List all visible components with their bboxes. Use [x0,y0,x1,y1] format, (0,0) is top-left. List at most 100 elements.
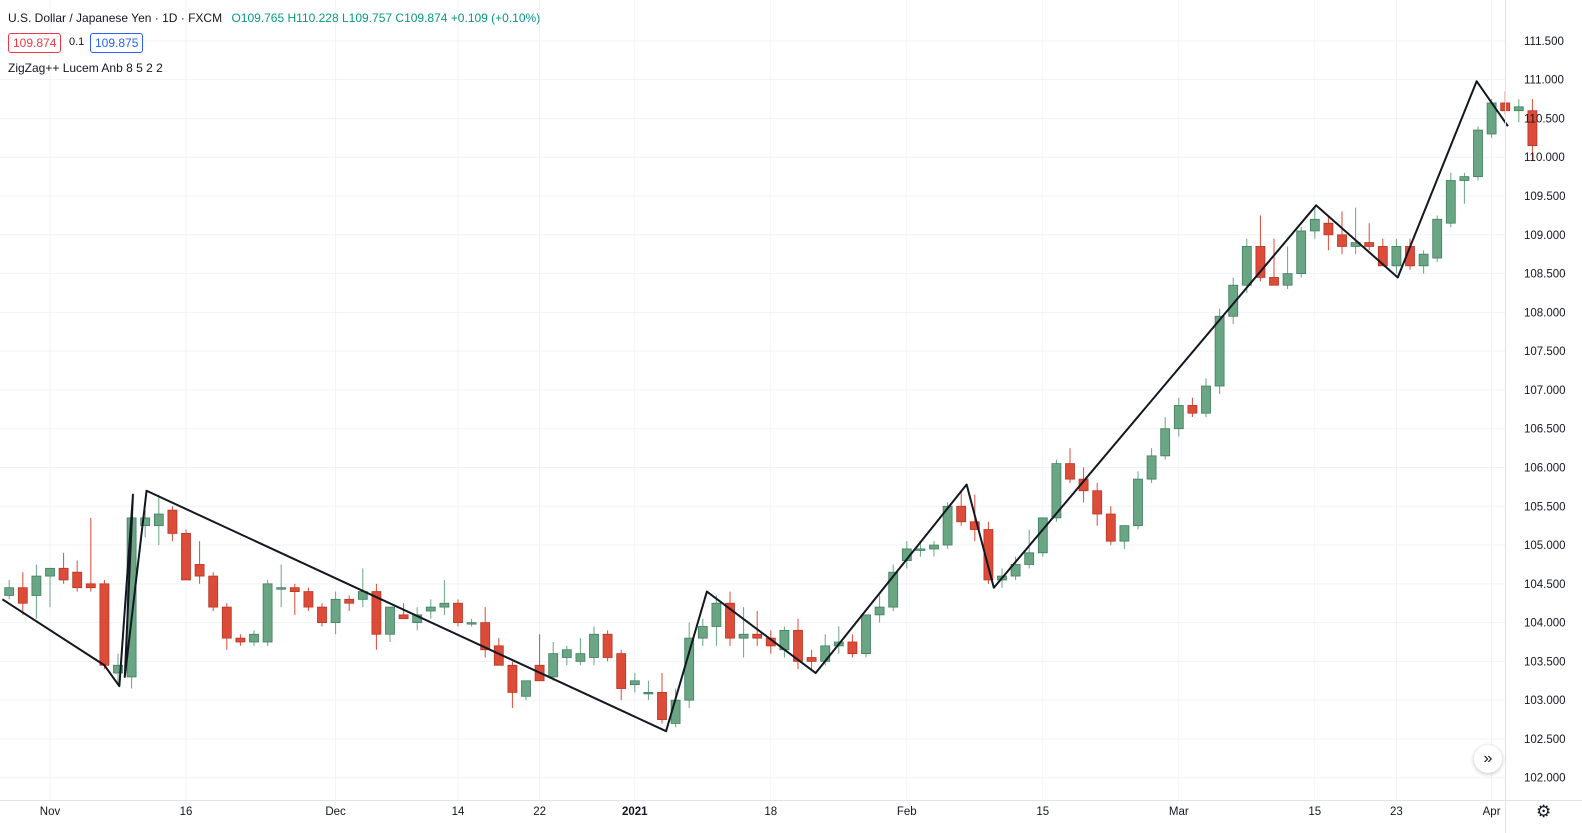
candle [72,560,83,592]
candle [45,567,55,608]
candle [942,502,953,549]
symbol-title[interactable]: U.S. Dollar / Japanese Yen · 1D · FXCM [8,11,223,25]
candle [58,552,69,584]
candle [1337,211,1347,255]
candle [453,599,463,627]
time-tick-label: Dec [325,806,346,818]
price-tick-label: 106.500 [1524,424,1566,436]
settings-button[interactable]: ⚙ [1536,802,1551,822]
candle [1486,99,1497,138]
time-tick-label: 2021 [622,806,648,818]
candle [153,494,164,546]
candle [1513,99,1524,123]
time-tick-label: 15 [1036,806,1049,818]
candle [344,595,355,611]
time-tick-label: 16 [180,806,193,818]
candle [1051,459,1062,522]
candle [1241,238,1252,293]
candle [221,603,232,650]
candle [1391,238,1402,274]
candle [888,564,899,611]
candle [589,626,599,666]
candle [1160,417,1171,460]
candle [1459,172,1470,204]
candle [847,634,858,658]
price-tick-label: 102.000 [1524,773,1566,785]
ohlc-values: O109.765 H110.228 L109.757 C109.874 +0.1… [231,11,540,25]
candle [1187,397,1198,418]
price-tick-label: 104.500 [1524,579,1566,591]
candle [1377,238,1388,267]
candle [1037,517,1048,557]
candle [371,583,382,650]
candle [140,510,151,538]
candle [738,607,749,658]
scroll-to-realtime-button[interactable]: » [1474,745,1502,773]
candle [249,630,259,646]
candle [1105,506,1116,546]
candle [548,642,559,681]
price-tick-label: 103.500 [1524,656,1566,668]
indicator-label[interactable]: ZigZag++ Lucem Anb 8 5 2 2 [8,61,163,75]
zigzag-indicator [1,80,1509,733]
candle [1473,126,1483,181]
candle [1173,397,1184,437]
candle [1214,308,1225,394]
candle [303,587,314,611]
candle [629,673,640,693]
double-chevron-right-icon: » [1483,750,1493,767]
price-tick-label: 110.500 [1524,113,1565,125]
candle [1146,448,1157,483]
candle [1119,525,1130,549]
candle [425,599,436,619]
candle [1201,378,1211,418]
candle [1010,556,1021,580]
candle [289,583,300,615]
candle [616,649,627,701]
candle [480,607,491,658]
time-tick-label: 14 [452,806,465,818]
candle [208,572,219,611]
high-value: H110.228 [287,11,339,25]
price-tick-label: 108.000 [1524,307,1566,319]
candle [561,645,572,666]
buy-price-button[interactable]: 109.875 [90,33,144,53]
candle [1445,172,1456,228]
candle [398,603,409,620]
candle [1364,223,1375,251]
time-tick-label: 18 [764,806,777,818]
candle [167,506,178,542]
candle [1092,483,1103,526]
candle [1024,529,1035,569]
candle [330,591,341,635]
candle [983,521,994,584]
candle [385,606,395,642]
candle [956,490,967,526]
open-value: O109.765 [231,11,285,25]
candle [725,591,735,646]
candle [1350,207,1361,255]
time-tick-label: Feb [897,806,917,818]
candle [806,649,817,670]
sell-price-button[interactable]: 109.874 [8,33,62,53]
time-tick-label: 22 [533,806,546,818]
price-tick-label: 104.000 [1524,618,1566,630]
candle [439,579,450,615]
zigzag-line [1,80,1509,733]
candle [1282,246,1293,290]
price-tick-label: 107.500 [1524,346,1566,358]
candle [235,634,246,646]
candle [711,595,722,646]
candle [1269,238,1279,286]
price-tick-label: 105.000 [1524,540,1566,552]
candle [466,618,477,627]
candle [412,607,423,631]
candle [317,603,327,627]
price-tick-label: 105.500 [1524,501,1566,513]
close-value: C109.874 [395,11,448,25]
candle [194,541,205,584]
candle [602,630,613,662]
symbol-legend: U.S. Dollar / Japanese Yen · 1D · FXCM O… [8,11,540,25]
